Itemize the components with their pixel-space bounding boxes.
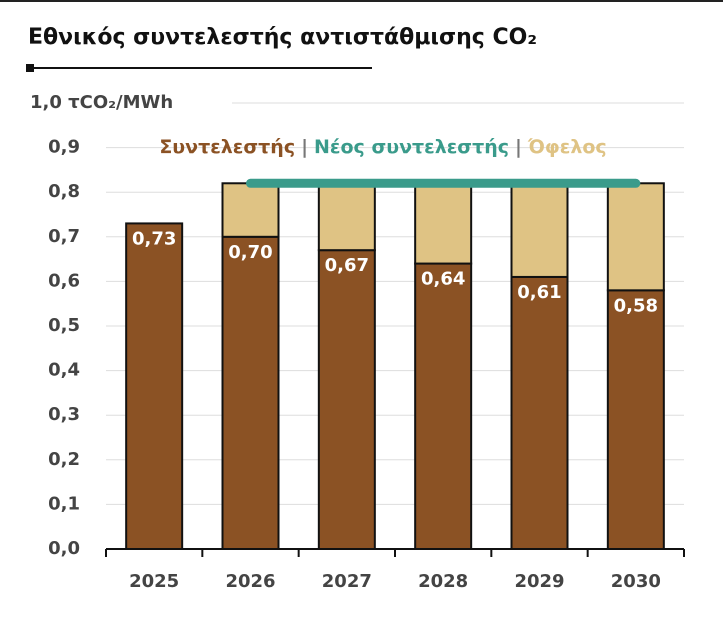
data-label: 0,73 [132, 228, 176, 249]
x-tick-label: 2028 [418, 571, 468, 592]
chart-title: Εθνικός συντελεστής αντιστάθμισης CO₂ [28, 25, 537, 50]
x-tick-label: 2025 [129, 571, 179, 592]
x-tick-label: 2026 [225, 571, 275, 592]
legend: Συντελεστής | Νέος συντελεστής | Όφελος [159, 136, 606, 158]
bar-segment [510, 275, 569, 550]
y-tick-label: 0,4 [48, 360, 80, 381]
bar-segment [221, 182, 280, 238]
y-tick-label: 0,8 [48, 181, 80, 202]
bar-segment [414, 182, 473, 265]
y-tick-label: 0,5 [48, 315, 80, 336]
data-label: 0,64 [421, 269, 465, 290]
y-tick-label: 0,9 [48, 137, 80, 158]
bar-segment [606, 289, 665, 550]
bar-segment [317, 249, 376, 550]
y-tick-label: 0,1 [48, 493, 80, 514]
x-tick-label: 2030 [611, 571, 661, 592]
legend-entry: Όφελος [527, 136, 607, 158]
data-label: 0,70 [228, 242, 272, 263]
bar-segment [125, 222, 184, 550]
y-tick-label: 0,2 [48, 449, 80, 470]
title-rule-marker [26, 64, 34, 72]
bar-segment [606, 182, 665, 292]
y-tick-label: 0,3 [48, 404, 80, 425]
legend-separator: | [515, 136, 522, 158]
y-tick-label: 0,7 [48, 226, 80, 247]
bar-segment [414, 262, 473, 550]
bar-segment [221, 235, 280, 551]
legend-entry: Συντελεστής [159, 136, 295, 158]
data-label: 0,58 [614, 295, 658, 316]
y-tick-label: 1,0 τCO₂/MWh [30, 92, 173, 113]
bar-segment [317, 182, 376, 252]
y-tick-label: 0,6 [48, 270, 80, 291]
x-tick-label: 2029 [514, 571, 564, 592]
y-tick-label: 0,0 [48, 538, 80, 559]
legend-entry: Νέος συντελεστής [314, 136, 509, 158]
x-tick-label: 2027 [322, 571, 372, 592]
bar-segment [510, 182, 569, 278]
data-label: 0,67 [325, 255, 369, 276]
data-label: 0,61 [517, 282, 561, 303]
legend-separator: | [301, 136, 308, 158]
